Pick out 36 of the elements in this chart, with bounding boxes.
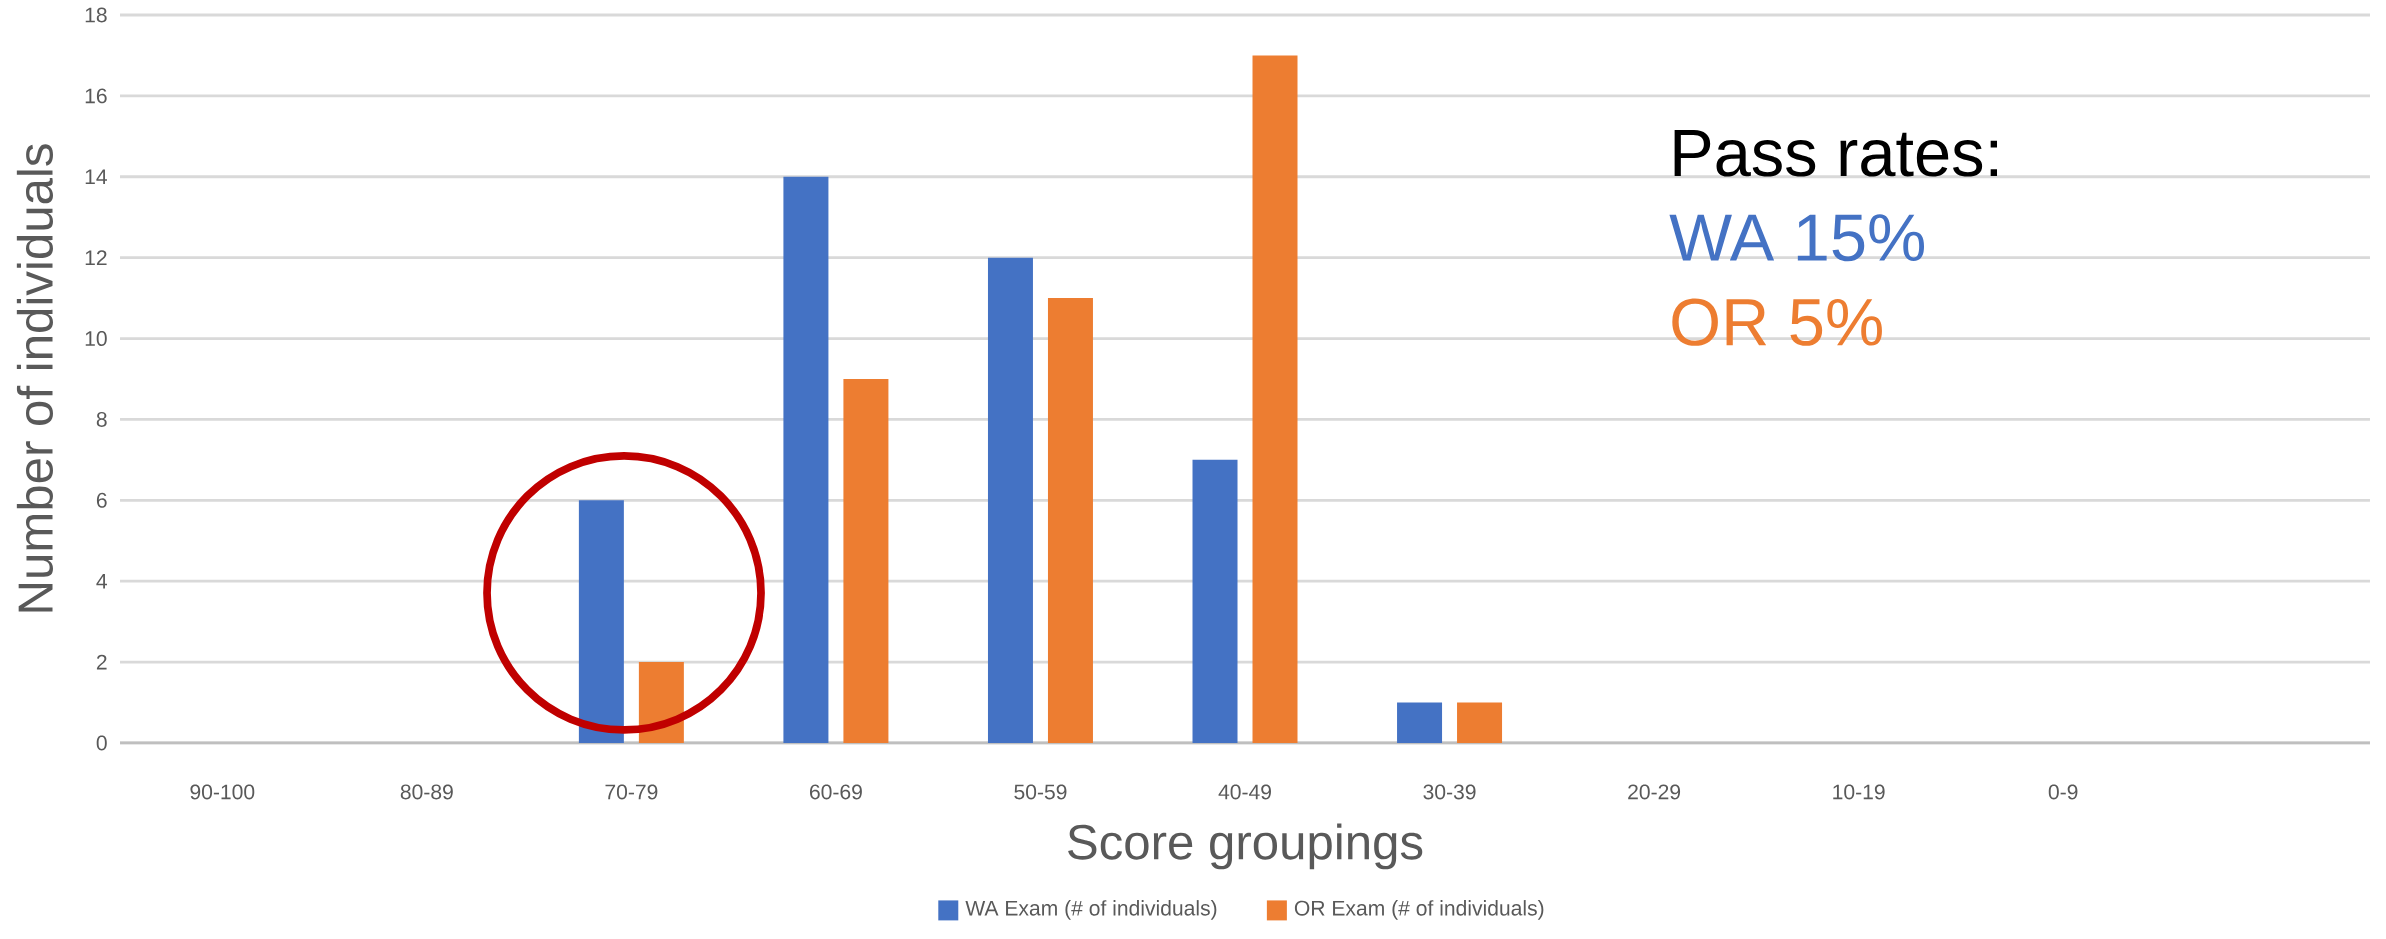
x-tick-label: 50-59 xyxy=(1014,784,1067,800)
x-tick-label: 10-19 xyxy=(1833,784,1885,800)
y-tick-label: 14 xyxy=(85,169,107,185)
x-tick-label: 60-69 xyxy=(810,784,862,800)
bar xyxy=(1457,702,1503,743)
y-tick-label: 10 xyxy=(85,331,107,347)
bar xyxy=(578,500,624,743)
x-axis-title: Score groupings xyxy=(1068,823,1423,870)
legend-label: OR Exam (# of individuals) xyxy=(1294,900,1544,920)
y-axis-title: Number of individuals xyxy=(16,144,53,612)
x-tick-label: 90-100 xyxy=(190,784,255,800)
x-tick-label: 0-9 xyxy=(2048,784,2078,800)
y-tick-label: 16 xyxy=(85,88,107,104)
bar xyxy=(783,176,829,743)
y-tick-label: 8 xyxy=(96,411,107,427)
y-tick-label: 4 xyxy=(96,573,108,589)
y-tick-label: 6 xyxy=(96,492,107,508)
x-tick-label: 80-89 xyxy=(400,784,453,800)
bar xyxy=(1252,55,1298,743)
bar xyxy=(1397,702,1443,743)
annotation: Pass rates: xyxy=(1674,130,1998,177)
x-tick-label: 70-79 xyxy=(605,784,658,800)
bar xyxy=(1192,459,1238,743)
bar xyxy=(987,257,1033,743)
x-tick-label: 20-29 xyxy=(1628,784,1681,800)
x-tick-label: 30-39 xyxy=(1423,784,1476,800)
legend-label: WA Exam (# of individuals) xyxy=(965,900,1217,920)
y-tick-label: 12 xyxy=(85,250,107,266)
y-tick-label: 18 xyxy=(85,7,107,23)
y-tick-label: 0 xyxy=(96,735,107,751)
annotation: WA 15% xyxy=(1669,214,1925,262)
bar xyxy=(1047,298,1093,743)
bar xyxy=(843,379,889,743)
y-tick-label: 2 xyxy=(96,654,107,670)
annotation: OR 5% xyxy=(1672,298,1882,346)
x-tick-label: 40-49 xyxy=(1218,784,1271,800)
